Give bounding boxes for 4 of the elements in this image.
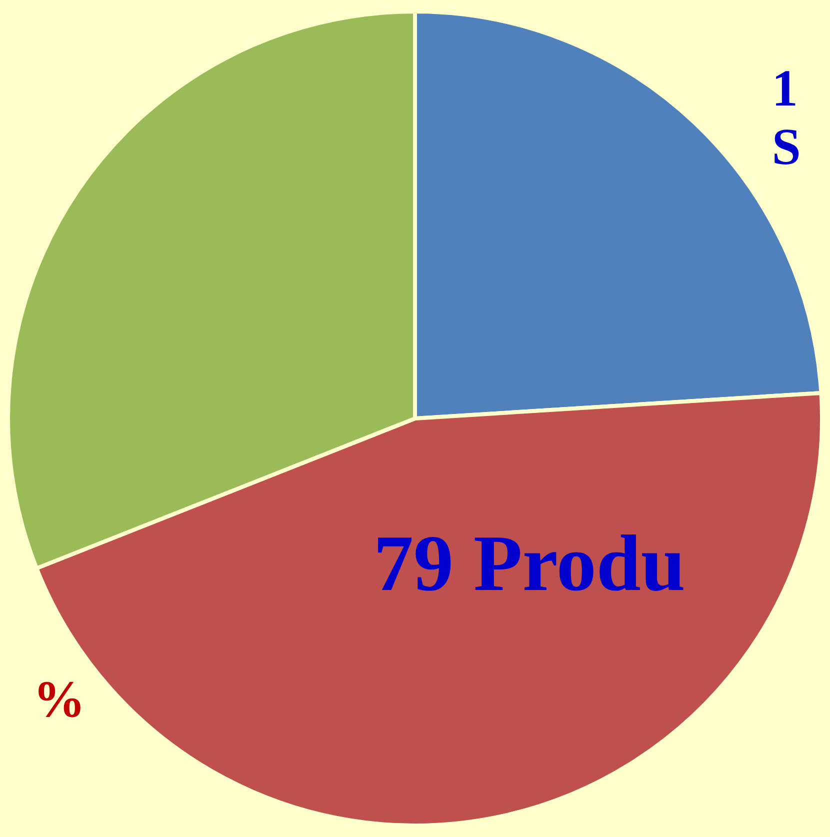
text: % (33, 672, 86, 729)
text: 1 (772, 60, 798, 118)
text: S (772, 119, 801, 176)
text: 79 Produ (374, 520, 686, 608)
